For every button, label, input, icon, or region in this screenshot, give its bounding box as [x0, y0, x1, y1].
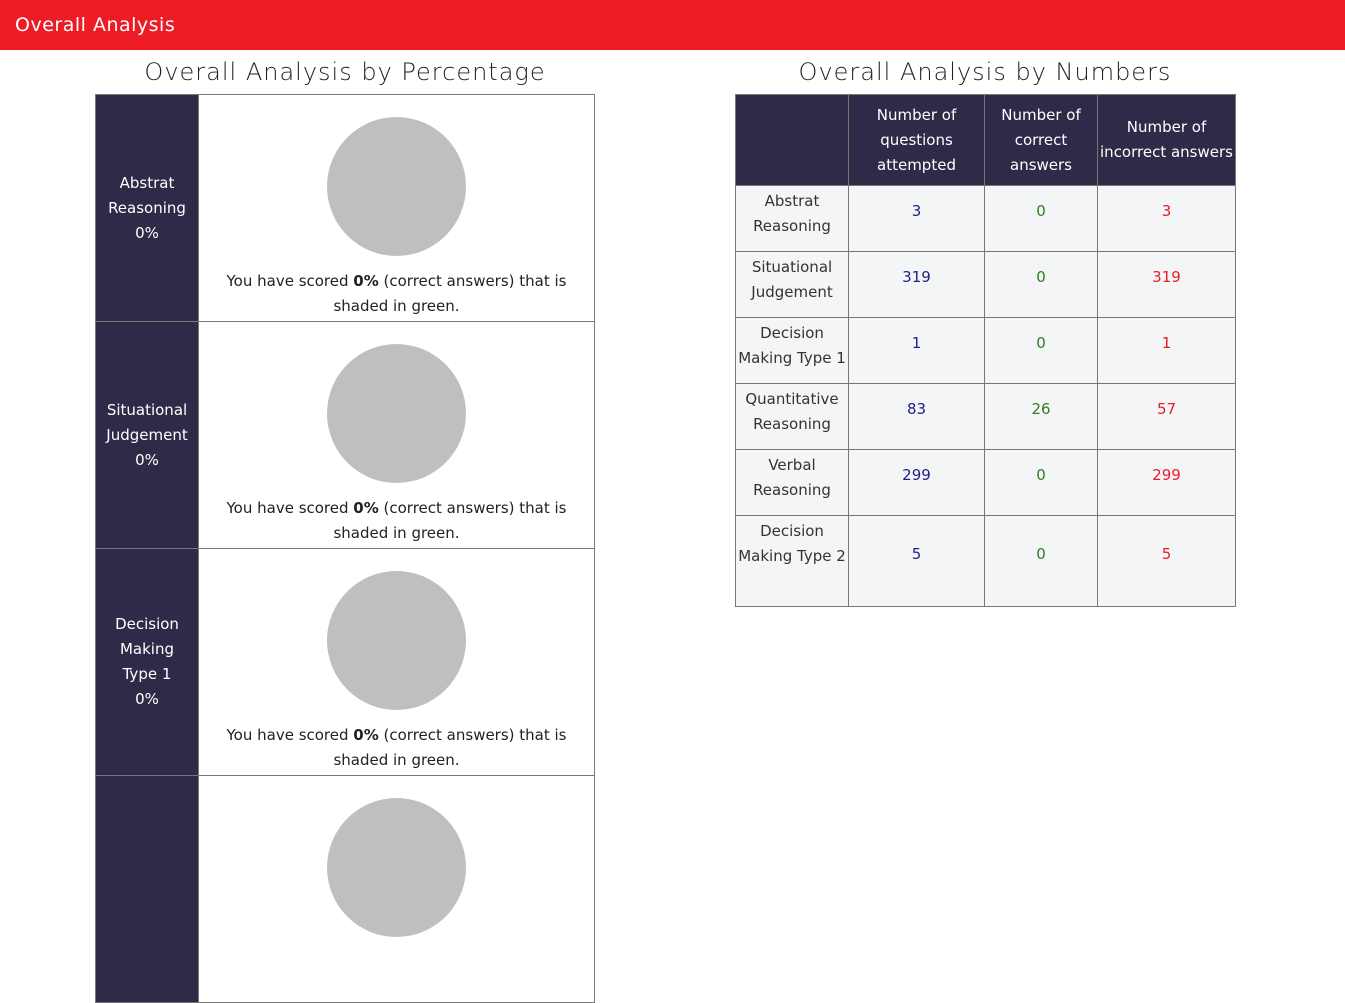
row-name: Situational Judgement [735, 251, 849, 318]
pie-chart [327, 117, 466, 256]
incorrect-value: 299 [1097, 449, 1236, 516]
score-value: 0% [353, 499, 379, 517]
category-label-line: Reasoning [108, 198, 186, 217]
numbers-section-title: Overall Analysis by Numbers [798, 58, 1172, 86]
score-suffix: (correct answers) that is shaded in gree… [333, 499, 567, 542]
table-row: Situational Judgement 319 0 319 [735, 251, 1236, 318]
table-row: Verbal Reasoning 299 0 299 [735, 449, 1236, 516]
score-prefix: You have scored [226, 272, 354, 290]
correct-value: 0 [984, 251, 1098, 318]
numbers-header-row: Number of questions attempted Number of … [735, 94, 1236, 186]
incorrect-value: 319 [1097, 251, 1236, 318]
attempted-value: 83 [848, 383, 985, 450]
row-name: Verbal Reasoning [735, 449, 849, 516]
chart-cell: You have scored 0% (correct answers) tha… [198, 548, 595, 776]
category-label-line: Judgement [106, 425, 188, 444]
percentage-row: Situational Judgement 0% You have scored… [95, 321, 595, 549]
pie-chart [327, 344, 466, 483]
row-name: Decision Making Type 1 [735, 317, 849, 384]
score-text: You have scored 0% (correct answers) tha… [199, 723, 594, 773]
correct-value: 26 [984, 383, 1098, 450]
category-percent: 0% [135, 690, 159, 708]
score-prefix: You have scored [226, 726, 354, 744]
pie-chart [327, 798, 466, 937]
correct-value: 0 [984, 515, 1098, 607]
header-corner [735, 94, 849, 186]
table-row: Abstrat Reasoning 3 0 3 [735, 185, 1236, 252]
page-header: Overall Analysis [0, 0, 1345, 50]
category-cell: Decision Making Type 1 0% [95, 548, 199, 776]
category-label-line: Type 1 [122, 665, 172, 683]
correct-value: 0 [984, 185, 1098, 252]
category-cell: Situational Judgement 0% [95, 321, 199, 549]
header-attempted: Number of questions attempted [848, 94, 985, 186]
score-value: 0% [353, 272, 379, 290]
header-title: Overall Analysis [15, 14, 176, 36]
percentage-row: Abstrat Reasoning 0% You have scored 0% … [95, 94, 595, 322]
percentage-section-title: Overall Analysis by Percentage [144, 58, 546, 86]
chart-cell [198, 775, 595, 1003]
attempted-value: 319 [848, 251, 985, 318]
attempted-value: 1 [848, 317, 985, 384]
category-label-line: Making [119, 640, 175, 658]
correct-value: 0 [984, 449, 1098, 516]
incorrect-value: 1 [1097, 317, 1236, 384]
row-name: Decision Making Type 2 [735, 515, 849, 607]
header-incorrect: Number of incorrect answers [1097, 94, 1236, 186]
attempted-value: 299 [848, 449, 985, 516]
score-text: You have scored 0% (correct answers) tha… [199, 496, 594, 546]
incorrect-value: 57 [1097, 383, 1236, 450]
chart-cell: You have scored 0% (correct answers) tha… [198, 94, 595, 322]
score-value: 0% [353, 726, 379, 744]
score-suffix: (correct answers) that is shaded in gree… [333, 726, 567, 769]
category-percent: 0% [135, 450, 159, 469]
incorrect-value: 5 [1097, 515, 1236, 607]
row-name: Abstrat Reasoning [735, 185, 849, 252]
category-label-line: Decision [115, 615, 179, 633]
category-label-line: Situational [106, 400, 188, 419]
correct-value: 0 [984, 317, 1098, 384]
percentage-table: Abstrat Reasoning 0% You have scored 0% … [95, 94, 595, 1003]
table-row: Decision Making Type 2 5 0 5 [735, 515, 1236, 607]
row-name: Quantitative Reasoning [735, 383, 849, 450]
table-row: Quantitative Reasoning 83 26 57 [735, 383, 1236, 450]
pie-chart [327, 571, 466, 710]
table-row: Decision Making Type 1 1 0 1 [735, 317, 1236, 384]
percentage-row [95, 775, 595, 1003]
attempted-value: 3 [848, 185, 985, 252]
score-text: You have scored 0% (correct answers) tha… [199, 269, 594, 319]
category-cell: Abstrat Reasoning 0% [95, 94, 199, 322]
percentage-row: Decision Making Type 1 0% You have score… [95, 548, 595, 776]
chart-cell: You have scored 0% (correct answers) tha… [198, 321, 595, 549]
category-percent: 0% [135, 223, 159, 242]
incorrect-value: 3 [1097, 185, 1236, 252]
score-prefix: You have scored [226, 499, 354, 517]
score-suffix: (correct answers) that is shaded in gree… [333, 272, 567, 315]
numbers-table: Number of questions attempted Number of … [735, 94, 1236, 607]
category-cell [95, 775, 199, 1003]
header-correct: Number of correct answers [984, 94, 1098, 186]
category-label-line: Abstrat [119, 173, 175, 192]
attempted-value: 5 [848, 515, 985, 607]
